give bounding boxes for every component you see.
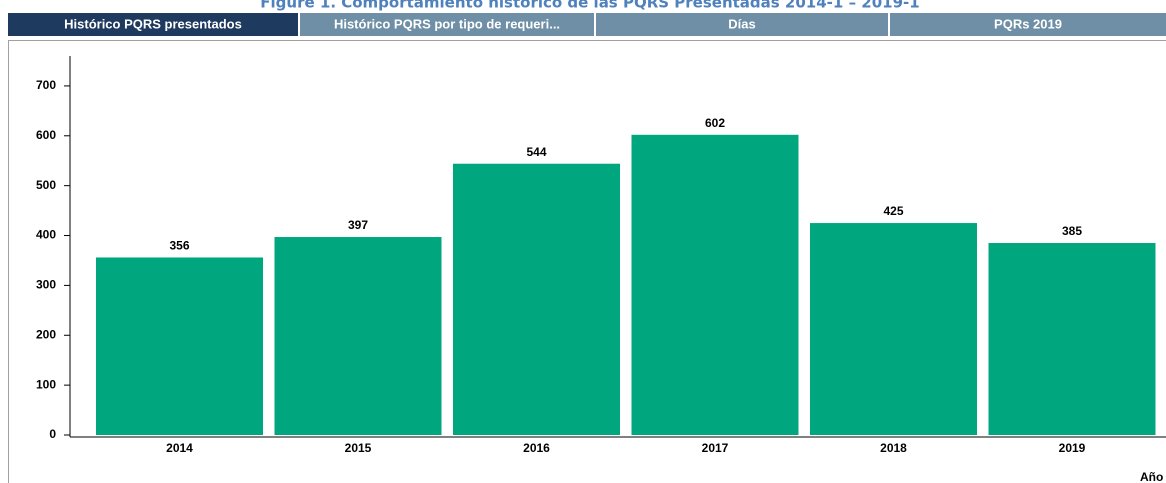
data-label: 385 [1062, 224, 1082, 238]
tab[interactable] [300, 13, 594, 36]
x-tick-label: 2019 [1059, 441, 1086, 455]
x-tick-label: 2018 [880, 441, 907, 455]
x-tick-label: 2016 [523, 441, 550, 455]
panel-border [8, 40, 1166, 483]
bar [96, 257, 263, 435]
y-tick-label: 0 [49, 427, 56, 441]
bar [810, 223, 977, 435]
y-tick-label: 200 [36, 327, 56, 341]
tab[interactable] [596, 13, 888, 36]
bar [453, 163, 620, 435]
x-tick-label: 2015 [345, 441, 372, 455]
data-label: 602 [705, 116, 725, 130]
y-tick-label: 300 [36, 278, 56, 292]
tab-label[interactable]: PQRs 2019 [994, 16, 1062, 31]
data-label: 544 [526, 145, 546, 159]
y-tick-label: 100 [36, 377, 56, 391]
x-axis-label: Año [1140, 470, 1163, 483]
tab[interactable] [890, 13, 1166, 36]
data-label: 397 [348, 218, 368, 232]
tab[interactable] [8, 13, 298, 36]
y-tick-label: 700 [36, 78, 56, 92]
tab-label[interactable]: Histórico PQRS por tipo de requeri... [334, 16, 560, 31]
bar [988, 243, 1156, 435]
bar [274, 237, 442, 435]
y-tick-label: 600 [36, 128, 56, 142]
tab-label[interactable]: Días [728, 16, 755, 31]
x-tick-label: 2014 [166, 441, 193, 455]
bar [631, 134, 799, 435]
x-tick-label: 2017 [702, 441, 729, 455]
y-tick-label: 400 [36, 228, 56, 242]
data-label: 425 [883, 204, 903, 218]
tab-label[interactable]: Histórico PQRS presentados [64, 16, 242, 31]
y-tick-label: 500 [36, 178, 56, 192]
figure-caption: Figure 1. Comportamiento histórico de la… [260, 0, 919, 12]
data-label: 356 [169, 239, 189, 253]
